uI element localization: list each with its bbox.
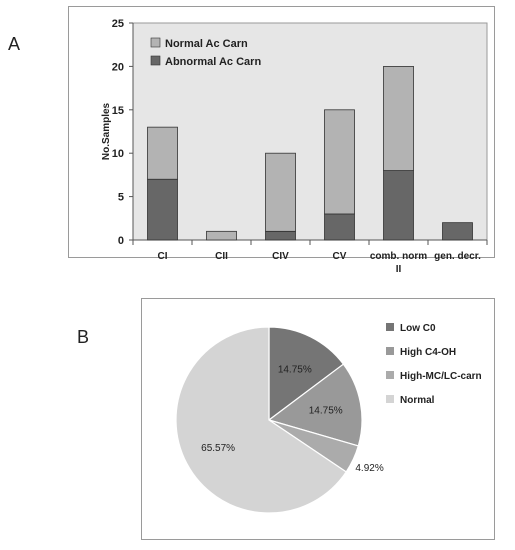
legend-swatch (386, 323, 394, 331)
plot-area (132, 22, 488, 241)
pie-slice (268, 326, 345, 422)
bar-chart: 0 5 10 15 20 25 No.Samples CI CII CIV CV comb. norm… (101, 18, 488, 275)
panel-label-a: A (8, 34, 21, 54)
y-tick-label: 5 (118, 192, 124, 204)
pie-data-label: 14.75% (278, 364, 312, 375)
legend-label: High-MC/LC-carn (400, 371, 482, 382)
x-tick-label: comb. norm II (370, 251, 427, 275)
panel-label-b: B (77, 327, 90, 347)
legend-label: Abnormal Ac Carn (165, 56, 261, 68)
y-tick-label: 0 (118, 235, 124, 247)
y-tick-label: 15 (112, 105, 124, 117)
bar-abnormal (442, 222, 473, 241)
y-tick-label: 25 (112, 18, 124, 30)
legend-swatch (386, 395, 394, 403)
pie-data-label: 65.57% (201, 443, 235, 454)
legend-label: Low C0 (400, 323, 436, 334)
y-tick-label: 20 (112, 61, 124, 73)
bar-abnormal (265, 230, 296, 241)
y-tick-label: 10 (112, 148, 124, 160)
x-tick-label: CV (333, 251, 347, 262)
x-tick-label: gen. decr. (434, 251, 481, 262)
pie-data-label: 4.92% (355, 463, 383, 474)
legend-swatch (386, 347, 394, 355)
legend-swatch (150, 37, 161, 48)
pie-slice (175, 326, 348, 514)
bar-abnormal (383, 170, 414, 241)
bar-legend: Normal Ac Carn Abnormal Ac Carn (150, 37, 261, 68)
bar-normal (383, 66, 414, 171)
bar-normal (206, 230, 237, 241)
x-tick-label: CI (158, 251, 168, 262)
bar-normal (265, 152, 296, 232)
bar-abnormal (324, 213, 355, 241)
legend-label: Normal Ac Carn (165, 38, 248, 50)
pie-chart-panel: 14.75% 14.75% 4.92% 65.57% Low C0 High C4-OH H… (141, 298, 495, 540)
legend-label: High C4-OH (400, 347, 456, 358)
x-tick-label: CIV (272, 251, 289, 262)
bar-normal (147, 126, 178, 180)
bar-chart-panel: 0 5 10 15 20 25 No.Samples CI CII CIV CV comb. norm… (68, 6, 495, 275)
pie-chart: 14.75% 14.75% 4.92% 65.57% Low C0 High C4-OH H… (175, 323, 482, 514)
x-tick-label: CII (215, 251, 228, 262)
legend-label: Normal (400, 395, 435, 406)
bar-abnormal (147, 178, 178, 241)
bar-normal (324, 109, 355, 215)
pie-slice (267, 363, 363, 447)
pie-data-label: 14.75% (309, 406, 343, 417)
legend-swatch (150, 55, 161, 66)
legend-swatch (386, 371, 394, 379)
y-axis-title: No.Samples (101, 102, 112, 160)
